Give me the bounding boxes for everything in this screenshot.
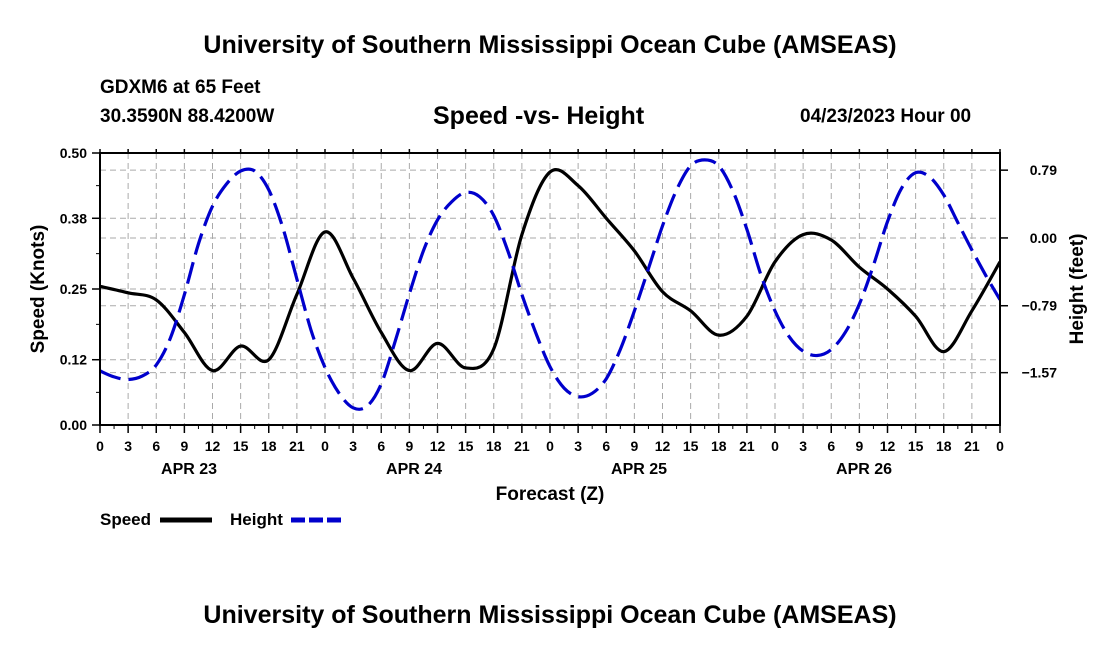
x-tick-label: 0 [96,438,104,454]
x-tick-label: 18 [711,438,727,454]
x-day-label: APR 24 [386,461,442,478]
station-label: GDXM6 at 65 Feet [100,77,261,98]
x-tick-label: 12 [205,438,221,454]
x-tick-label: 0 [771,438,779,454]
coordinates-label: 30.3590N 88.4200W [100,106,275,127]
x-tick-label: 6 [827,438,835,454]
chart-title: Speed -vs- Height [433,102,645,130]
x-day-label: APR 26 [836,461,892,478]
page-title: University of Southern Mississippi Ocean… [203,31,897,59]
x-tick-label: 9 [855,438,863,454]
series-line-speed [100,168,1000,373]
grid [100,153,1000,425]
x-axis-title: Forecast (Z) [496,484,605,505]
x-tick-label: 18 [261,438,277,454]
x-tick-label: 21 [964,438,980,454]
series-layer [100,158,1000,411]
x-tick-label: 9 [630,438,638,454]
x-tick-label: 9 [180,438,188,454]
y-tick-label: 0.00 [60,417,87,433]
x-tick-label: 0 [321,438,329,454]
y-tick-label: 0.25 [60,281,87,297]
x-tick-label: 15 [908,438,924,454]
x-tick-label: 12 [655,438,671,454]
y2-tick-label: 0.79 [1030,162,1057,178]
x-day-label: APR 23 [161,461,217,478]
forecast-date: 04/23/2023 Hour 00 [800,106,972,127]
y-tick-label: 0.12 [60,352,87,368]
y-axis-title: Speed (Knots) [28,225,49,354]
x-tick-label: 12 [430,438,446,454]
x-tick-label: 18 [486,438,502,454]
legend: Speed Height [100,510,343,529]
y2-axis-title: Height (feet) [1067,234,1088,345]
x-tick-label: 12 [880,438,896,454]
x-tick-label: 3 [574,438,582,454]
x-tick-label: 9 [405,438,413,454]
x-tick-label: 21 [739,438,755,454]
x-tick-label: 0 [996,438,1004,454]
x-tick-label: 21 [289,438,305,454]
legend-height-label: Height [230,510,283,529]
x-tick-label: 15 [458,438,474,454]
y-tick-label: 0.38 [60,210,87,226]
x-day-label: APR 25 [611,461,667,478]
x-tick-label: 6 [152,438,160,454]
y2-tick-label: −0.79 [1022,298,1058,314]
x-tick-label: 3 [799,438,807,454]
x-tick-label: 18 [936,438,952,454]
x-tick-label: 15 [683,438,699,454]
ticks [92,149,1008,433]
y2-tick-label: 0.00 [1030,230,1057,246]
y2-tick-label: −1.57 [1022,365,1058,381]
legend-speed-label: Speed [100,510,151,529]
x-tick-label: 21 [514,438,530,454]
x-tick-label: 0 [546,438,554,454]
x-tick-label: 15 [233,438,249,454]
footer-title: University of Southern Mississippi Ocean… [203,601,897,629]
x-tick-label: 6 [602,438,610,454]
x-tick-label: 3 [124,438,132,454]
x-tick-label: 6 [377,438,385,454]
series-line-height [100,158,1000,411]
x-tick-label: 3 [349,438,357,454]
y-tick-label: 0.50 [60,145,87,161]
tick-labels: 0 3 6 9 12 15 18 21 0 3 6 9 12 15 18 21 0 3 6 9 12 15 18 21 0 3 6 9… [60,145,1057,478]
